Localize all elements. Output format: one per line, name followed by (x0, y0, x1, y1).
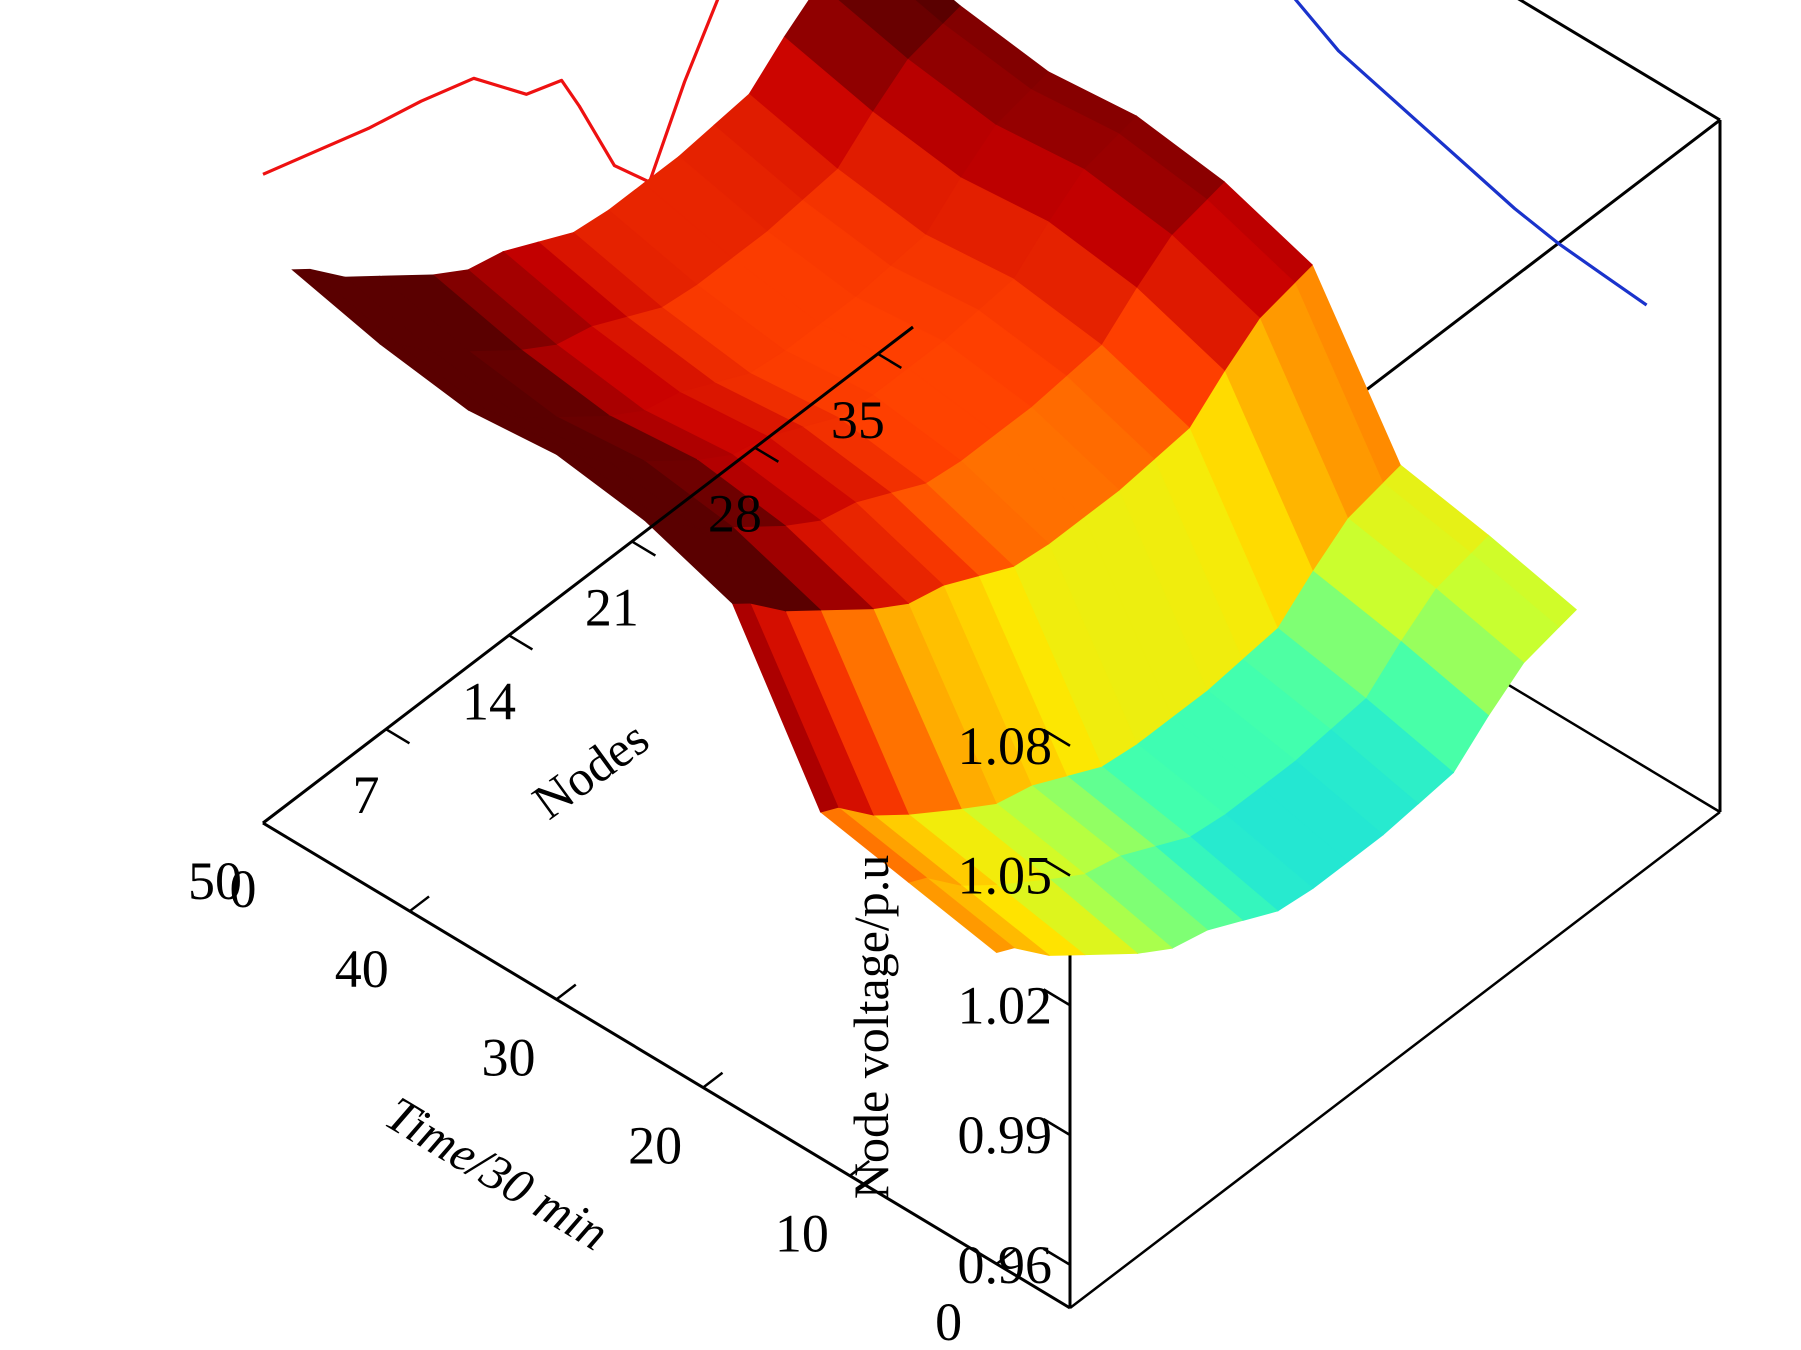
y-tick-mark (508, 634, 534, 651)
x-tick-label: 20 (628, 1116, 682, 1176)
projection-line-1 (262, 0, 720, 184)
z-axis-title: Node voltage/p.u (843, 855, 899, 1199)
z-tick-label: 1.05 (958, 846, 1053, 906)
x-axis-ticks: 0 10 20 30 40 50 (188, 807, 1017, 1350)
box-edge (1517, 0, 1721, 122)
z-tick-mark (1042, 988, 1071, 1007)
x-tick-mark (262, 807, 284, 824)
y-tick-mark (631, 540, 657, 557)
back-wall-projections (262, 0, 1648, 307)
y-tick-label: 28 (708, 484, 762, 544)
z-tick-label: 1.08 (958, 716, 1053, 776)
y-axis-ticks: 0 7 14 21 28 35 (230, 352, 902, 919)
z-tick-label: 0.99 (958, 1105, 1053, 1165)
x-tick-label: 30 (481, 1027, 535, 1087)
y-axis-title: Nodes (522, 709, 658, 829)
x-tick-label: 50 (188, 851, 242, 911)
z-axis-ticks: 0.96 0.99 1.02 1.05 1.08 (958, 716, 1071, 1295)
x-tick-label: 40 (335, 939, 389, 999)
z-tick-label: 1.02 (958, 975, 1053, 1035)
x-tick-mark (849, 1159, 870, 1177)
y-tick-mark (754, 446, 780, 463)
x-tick-label: 0 (935, 1292, 962, 1345)
x-tick-mark (995, 1248, 1017, 1265)
surface-cell (291, 268, 399, 345)
y-tick-label: 35 (831, 390, 885, 450)
front-box-edges (262, 325, 1071, 1310)
z-tick-mark (1042, 858, 1071, 877)
x-tick-mark (408, 895, 430, 913)
y-tick-mark (877, 352, 902, 369)
x-tick-mark (702, 1071, 724, 1089)
projection-line-0 (1293, 0, 1648, 307)
voltage-surface (291, 0, 1577, 956)
y-tick-label: 0 (230, 859, 257, 919)
y-tick-label: 21 (585, 577, 639, 637)
y-tick-mark (262, 821, 288, 839)
y-tick-label: 14 (462, 671, 516, 731)
surface-cell (914, 0, 961, 24)
box-edge (1069, 811, 1721, 1309)
x-tick-mark (555, 983, 577, 1001)
x-axis-line (262, 821, 1071, 1310)
y-tick-mark (385, 728, 411, 745)
x-tick-label: 10 (775, 1204, 829, 1264)
z-tick-mark (1042, 728, 1071, 747)
z-tick-mark (1042, 1247, 1071, 1266)
z-tick-label: 0.96 (958, 1235, 1053, 1295)
y-axis-line (262, 325, 914, 825)
y-tick-label: 7 (352, 765, 379, 825)
z-tick-mark (1042, 1118, 1071, 1137)
x-axis-title: Time/30 min (376, 1085, 618, 1261)
